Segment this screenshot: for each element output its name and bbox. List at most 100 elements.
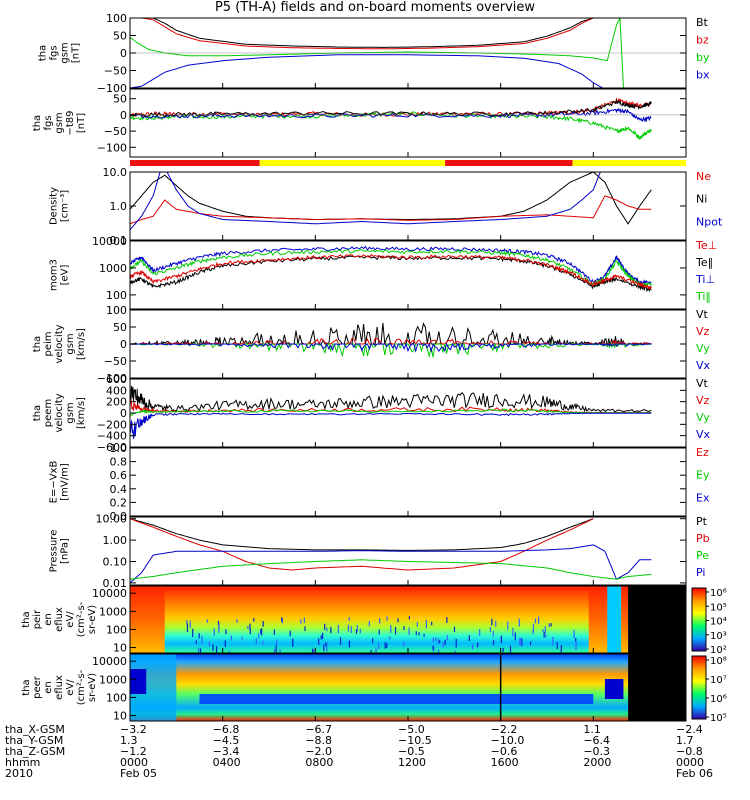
x-row-value: −2.4 (676, 723, 703, 736)
y-tick-label: 1000 (99, 262, 127, 275)
colorbar-label: 10³ (710, 631, 727, 642)
series-bx (130, 107, 652, 123)
heatmap-cell (454, 650, 456, 653)
legend-Vz: Vz (696, 394, 710, 407)
series-group-pressure (130, 518, 652, 584)
y-axis-label: en (43, 613, 54, 626)
heatmap-cell (313, 648, 315, 653)
y-axis-label: fgs (49, 45, 60, 60)
y-tick-label: 100 (106, 623, 127, 636)
heatmap-cell (379, 617, 381, 624)
heatmap-cell (375, 647, 377, 653)
heatmap-nodata (628, 654, 686, 721)
heatmap-cell (489, 626, 492, 632)
x-row-value: −0.3 (583, 745, 610, 758)
heatmap-cell (311, 648, 314, 653)
heatmap-cell (556, 642, 558, 650)
x-row-value: −3.4 (213, 745, 240, 758)
series-Pi (130, 544, 652, 584)
y-axis-label: tha (21, 679, 32, 695)
y-axis-label: [nPa] (60, 538, 71, 564)
y-tick-label: 0.01 (103, 577, 128, 590)
y-tick-label: 0 (120, 109, 127, 122)
heatmap-background (130, 654, 629, 721)
heatmap-band (199, 694, 594, 704)
y-tick-label: 0 (120, 338, 127, 351)
y-axis-label: (cm²-s- (76, 601, 87, 637)
colorbar-label: 10² (710, 645, 727, 656)
heatmap-cell (442, 642, 444, 648)
heatmap-cell (491, 618, 493, 626)
y-axis-label: tha (32, 336, 43, 352)
series-Vx (130, 342, 652, 353)
y-tick-label: 200 (106, 396, 127, 409)
x-row-value: −6.7 (305, 723, 332, 736)
status-segment (572, 160, 686, 166)
x-row-value: 1600 (491, 756, 519, 769)
legend-Pt: Pt (696, 515, 708, 528)
heatmap-cell (500, 635, 502, 644)
x-row-label: tha_X-GSM (5, 723, 65, 736)
heatmap-cell (372, 638, 374, 644)
x-row-value: −0.6 (491, 745, 518, 758)
heatmap-cell (423, 633, 425, 637)
heatmap-cell (446, 635, 448, 641)
y-axis-label: [km/s] (76, 397, 87, 429)
heatmap-cell (198, 633, 200, 639)
y-axis-label: [nT] (76, 113, 87, 133)
panel-peer_eflux: 10⁸ 10⁷ 10⁶ 10⁵ 10000 1000 100 10 tha peer en eflux… (21, 653, 727, 724)
status-segment (259, 160, 446, 166)
y-axis-label: [km/s] (76, 328, 87, 360)
legend-Ne: Ne (696, 170, 711, 183)
heatmap-cell (326, 627, 328, 632)
y-axis-label: tha (38, 45, 49, 61)
heatmap-cell (390, 625, 392, 633)
legend-Bt: Bt (696, 16, 709, 29)
heatmap-cell (573, 629, 575, 639)
x-row-value: −10.5 (398, 734, 432, 747)
heatmap-cell (273, 649, 275, 653)
y-axis-label: gsm (65, 333, 76, 354)
series-Pt (130, 518, 594, 551)
series-group-fgs_t89 (130, 97, 652, 140)
series-group-temperature (130, 245, 652, 293)
series-Vt (130, 385, 652, 413)
heatmap-cell (370, 650, 372, 653)
panel-peim_velocity: 100 50 0 −50 −100 tha peim velocity gsm [km/s] Vt V… (32, 304, 711, 385)
x-row-value: −2.2 (491, 723, 518, 736)
heatmap-cell (355, 629, 358, 634)
y-tick-label: 0 (120, 47, 127, 60)
y-tick-label: 0 (120, 407, 127, 420)
heatmap-cell (201, 635, 203, 644)
heatmap-cell (415, 631, 417, 636)
y-axis-label: peim (43, 331, 54, 356)
y-axis-label: eflux (54, 675, 65, 700)
heatmap-cell (208, 641, 211, 647)
series-Vt (130, 322, 652, 346)
heatmap-cell (575, 638, 577, 642)
heatmap-cell (408, 616, 411, 620)
heatmap-cell (249, 628, 251, 635)
y-axis-label: fgs (43, 115, 54, 130)
y-tick-label: −100 (97, 141, 127, 154)
panel-efield: 1.00.80.60.40.20.0 E=−VxB [mV/m] Ez Ey Ex (49, 442, 710, 523)
y-axis-label: peer (32, 675, 43, 699)
panel-frame (129, 88, 687, 158)
heatmap-cell (432, 645, 434, 651)
x-row-value: −3.2 (120, 723, 147, 736)
heatmap-cell (538, 616, 540, 624)
heatmap-stripe (607, 586, 622, 653)
colorbar-label: 10⁶ (710, 588, 727, 599)
legend-Te⊥: Te⊥ (695, 239, 717, 252)
heatmap-cell (544, 626, 546, 634)
y-axis-label: velocity (54, 393, 65, 432)
legend-Ni: Ni (696, 193, 707, 206)
heatmap-cell (512, 627, 514, 637)
heatmap-cell (273, 629, 275, 635)
x-row-value: 1.7 (676, 734, 694, 747)
y-axis-label: eV/ (65, 679, 76, 696)
heatmap-cell (260, 629, 262, 634)
heatmap-cell (386, 616, 388, 621)
y-tick-label: 10000 (92, 587, 127, 600)
